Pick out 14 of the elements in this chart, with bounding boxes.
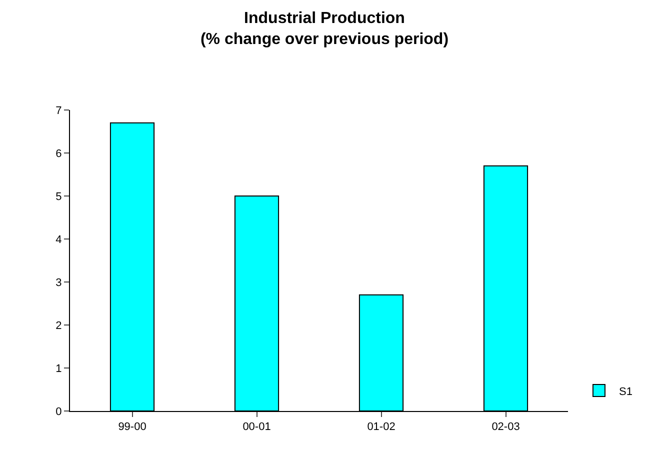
y-tick-label: 2 bbox=[56, 320, 62, 332]
x-tick-label: 00-01 bbox=[242, 421, 271, 434]
x-tick-label: 01-02 bbox=[367, 421, 396, 434]
y-tick-label: 0 bbox=[56, 406, 62, 418]
x-tick-label: 02-03 bbox=[492, 421, 520, 434]
legend-label: S1 bbox=[618, 386, 632, 398]
y-tick-label: 6 bbox=[56, 148, 62, 160]
x-tick-label: 99-00 bbox=[118, 421, 146, 434]
y-tick-label: 5 bbox=[56, 190, 62, 203]
y-tick-label: 1 bbox=[56, 362, 62, 375]
y-tick-label: 7 bbox=[56, 104, 62, 117]
y-tick-label: 3 bbox=[56, 276, 62, 289]
chart-title: Industrial Production (% change over previous period) bbox=[200, 10, 449, 48]
y-tick-label: 4 bbox=[56, 234, 62, 246]
